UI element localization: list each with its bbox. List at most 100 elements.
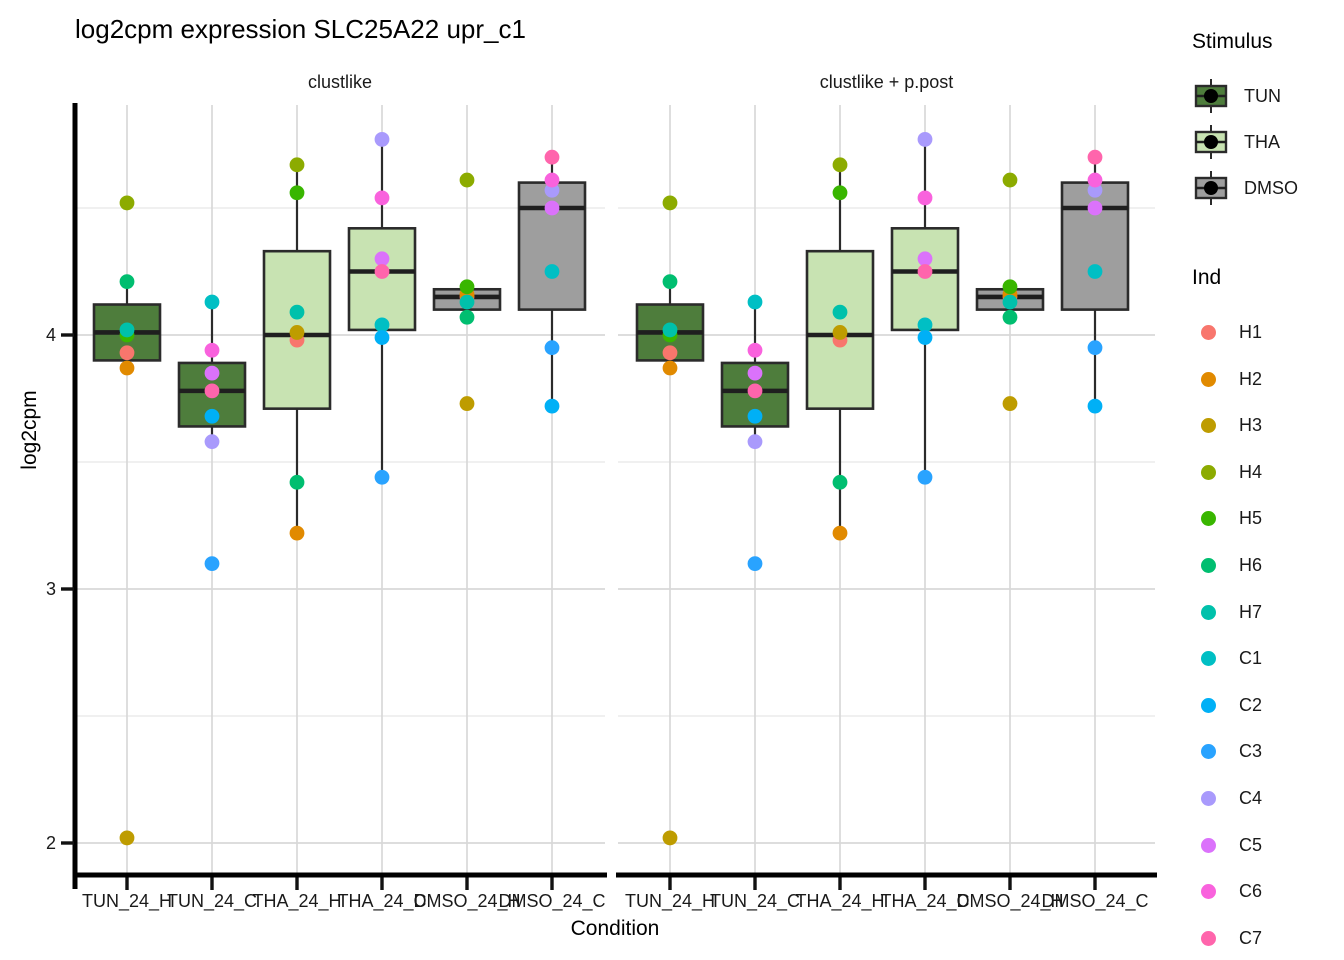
point-H3 [662, 830, 678, 846]
point-C6 [204, 342, 220, 358]
color-dot-icon [1201, 371, 1216, 387]
legend-item-C3: C3 [1192, 741, 1262, 762]
boxplot-key-icon [1194, 125, 1228, 159]
point-C4 [747, 434, 763, 450]
point-C7 [917, 264, 933, 279]
point-H1 [662, 345, 678, 361]
x-tick-label-TUN_24_C: TUN_24_C [710, 891, 800, 912]
point-C3 [747, 556, 763, 571]
boxplot-key-icon [1194, 171, 1228, 205]
point-H2 [832, 525, 848, 541]
legend-label: H1 [1239, 322, 1263, 342]
point-H6 [662, 274, 678, 290]
point-C7 [544, 149, 560, 165]
point-C5 [544, 200, 560, 216]
point-C3 [374, 469, 390, 485]
legend-title-stimulus: Stimulus [1192, 30, 1273, 53]
color-dot-icon [1201, 418, 1216, 434]
point-C2 [204, 408, 220, 424]
legend-label: C4 [1239, 788, 1263, 808]
facet-label-clustlike-ppost: clustlike + p.post [819, 72, 954, 92]
color-dot-icon [1201, 791, 1216, 806]
y-tick-label-4: 4 [46, 325, 56, 345]
point-H7 [119, 322, 135, 338]
legend-item-TUN: TUN [1192, 77, 1281, 115]
point-C1 [1087, 264, 1103, 279]
legend-label: H3 [1239, 415, 1263, 436]
point-H5 [832, 185, 848, 201]
point-H4 [1002, 172, 1018, 188]
point-H4 [832, 157, 848, 173]
legend-label: H6 [1239, 555, 1263, 575]
x-tick-label-TUN_24_C: TUN_24_C [167, 891, 257, 912]
point-C6 [544, 172, 560, 188]
point-H5 [1002, 279, 1018, 295]
point-H7 [459, 294, 475, 310]
point-C2 [747, 408, 763, 424]
point-C7 [747, 383, 763, 399]
legend-label: C2 [1239, 694, 1263, 715]
point-C2 [1087, 398, 1103, 414]
x-tick-label-THA_24_H: THA_24_H [252, 891, 341, 912]
point-H7 [289, 304, 305, 320]
legend-label: C1 [1239, 648, 1263, 669]
point-C7 [204, 383, 220, 399]
legend-item-H3: H3 [1192, 415, 1262, 436]
legend-item-H1: H1 [1192, 322, 1262, 343]
point-C5 [917, 251, 933, 267]
point-H3 [832, 325, 848, 340]
point-C6 [747, 342, 763, 358]
point-H6 [832, 474, 848, 490]
facet-label-clustlike: clustlike [307, 72, 373, 92]
box-THA_24_C [347, 227, 417, 332]
legend-item-C7: C7 [1192, 928, 1262, 949]
x-tick-label-TUN_24_H: TUN_24_H [82, 891, 172, 912]
point-H7 [1002, 294, 1018, 310]
point-H3 [459, 396, 475, 411]
legend-item-H4: H4 [1192, 462, 1262, 483]
legend-label: C6 [1239, 881, 1263, 902]
point-H4 [459, 172, 475, 188]
legend-item-DMSO: DMSO [1192, 169, 1298, 207]
point-C6 [917, 190, 933, 206]
point-H6 [1002, 309, 1018, 325]
point-C4 [544, 182, 560, 198]
legend-item-H5: H5 [1192, 508, 1262, 529]
color-dot-icon [1201, 930, 1216, 946]
point-C2 [374, 330, 390, 345]
legend-label: H5 [1239, 508, 1263, 529]
point-C1 [204, 294, 220, 310]
x-axis-title: Condition [570, 917, 660, 940]
point-H6 [119, 274, 135, 290]
point-C7 [1087, 149, 1103, 165]
point-C3 [544, 340, 560, 356]
color-dot-icon [1201, 697, 1216, 713]
legend-label: H7 [1239, 601, 1263, 622]
legend-label: THA [1244, 131, 1280, 152]
point-C1 [374, 317, 390, 333]
point-H2 [662, 360, 678, 376]
point-H1 [119, 345, 135, 361]
point-H3 [119, 830, 135, 846]
legend-item-C1: C1 [1192, 648, 1262, 669]
legend-item-C2: C2 [1192, 695, 1262, 716]
point-C3 [204, 556, 220, 571]
color-dot-icon [1201, 884, 1216, 900]
point-C3 [1087, 340, 1103, 356]
boxplot-key-icon [1194, 79, 1228, 113]
box-THA_24_C [890, 227, 960, 332]
legend-label: TUN [1244, 85, 1281, 106]
x-tick-label-DMSO_24_C: DMSO_24_C [1041, 891, 1148, 912]
point-H2 [289, 525, 305, 541]
point-H7 [662, 322, 678, 338]
color-dot-icon [1201, 837, 1216, 853]
point-C5 [204, 365, 220, 381]
x-tick-label-THA_24_C: THA_24_C [337, 891, 426, 912]
point-H4 [289, 157, 305, 173]
x-tick-label-TUN_24_H: TUN_24_H [625, 891, 715, 912]
point-H4 [119, 195, 135, 211]
point-C1 [917, 317, 933, 333]
x-tick-label-DMSO_24_H: DMSO_24_H [956, 891, 1063, 912]
point-H4 [662, 195, 678, 211]
